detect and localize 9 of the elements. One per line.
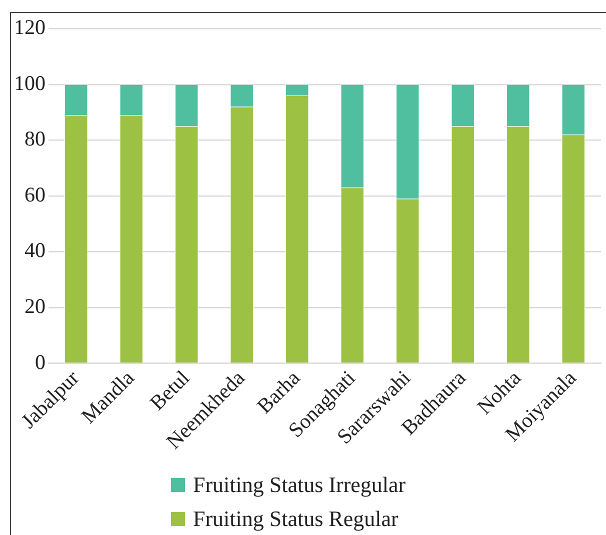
y-tick-label: 120	[14, 15, 46, 40]
y-tick-label: 20	[24, 294, 46, 318]
y-tick-label: 60	[24, 182, 46, 206]
legend-label: Fruiting Status Irregular	[193, 472, 406, 498]
y-tick-label: 40	[24, 238, 46, 262]
y-tick-label: 100	[14, 70, 46, 95]
y-tick-label: 0	[35, 350, 46, 374]
legend-label: Fruiting Status Regular	[193, 506, 398, 532]
y-tick-label: 80	[24, 126, 46, 151]
